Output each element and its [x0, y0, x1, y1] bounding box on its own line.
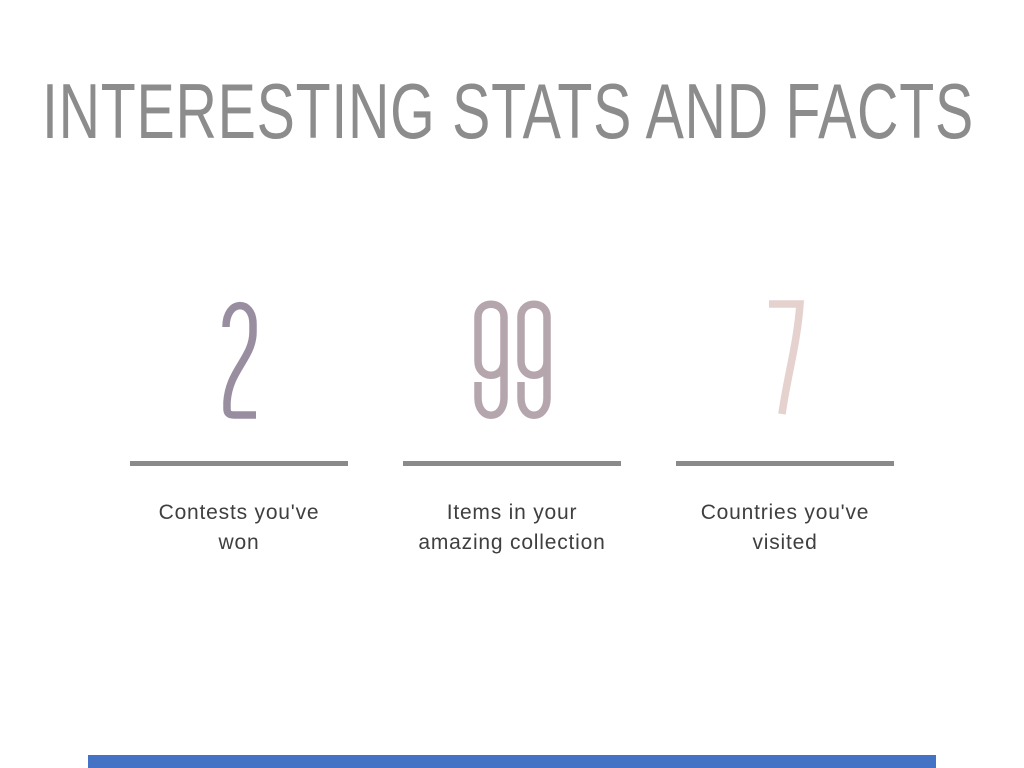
- stat-caption: Contests you've won: [109, 498, 369, 558]
- stat-caption-line: Countries you've: [700, 501, 870, 524]
- stat-contests-won: Contests you've won: [109, 297, 369, 558]
- stat-caption-line: amazing collection: [418, 531, 606, 554]
- stat-caption-line: won: [218, 531, 260, 554]
- stat-caption: Items in your amazing collection: [382, 498, 642, 558]
- stat-countries-visited: Countries you've visited: [655, 297, 915, 558]
- footer-accent-bar: [88, 755, 936, 768]
- divider-line: [130, 461, 348, 466]
- stat-caption: Countries you've visited: [655, 498, 915, 558]
- stat-value: [655, 297, 915, 421]
- stat-caption-line: visited: [752, 531, 818, 554]
- divider-line: [676, 461, 894, 466]
- stat-caption-line: Contests you've: [158, 501, 320, 524]
- slide-title: INTERESTING STATS AND FACTS: [42, 67, 974, 156]
- stat-value: [109, 297, 369, 421]
- stat-collection-items: Items in your amazing collection: [382, 297, 642, 558]
- stat-caption-line: Items in your: [446, 501, 578, 524]
- divider-line: [403, 461, 621, 466]
- stat-value: [382, 297, 642, 421]
